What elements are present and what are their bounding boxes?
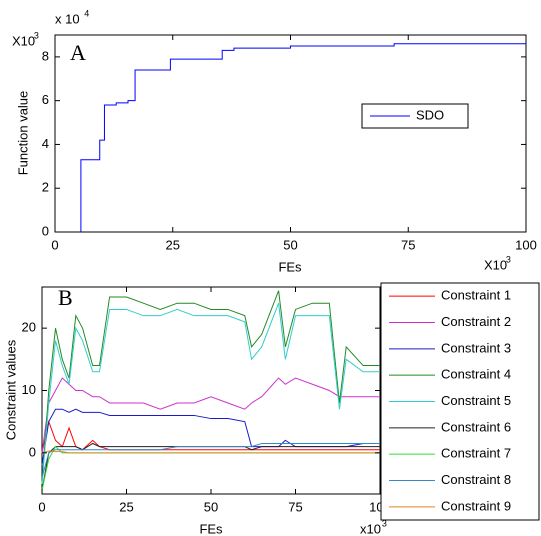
- y-tick-label: 10: [22, 382, 36, 397]
- series-line: [41, 303, 380, 485]
- x-axis-label: FEs: [278, 259, 302, 274]
- x-multiplier: x10: [360, 521, 381, 536]
- y-tick-label: 6: [42, 92, 49, 107]
- y-axis-label: Constraint values: [3, 339, 18, 440]
- legend-label: SDO: [416, 107, 444, 122]
- legend-label: Constraint 1: [441, 288, 511, 303]
- x-tick-label: 100: [515, 237, 537, 252]
- x-tick-label: 25: [166, 237, 180, 252]
- plot-area: [54, 34, 527, 233]
- legend-label: Constraint 2: [441, 314, 511, 329]
- x-tick-label: 50: [204, 499, 218, 514]
- x-multiplier-exponent: 3: [382, 518, 387, 528]
- legend-label: Constraint 9: [441, 498, 511, 513]
- plot-area: [41, 286, 381, 495]
- panel-label: A: [70, 40, 86, 65]
- x-axis-label: FEs: [199, 521, 223, 536]
- panel-label: B: [58, 285, 73, 310]
- y-tick-label: 4: [42, 136, 49, 151]
- series-line: [41, 450, 380, 454]
- y-axis-label: Function value: [15, 91, 30, 176]
- x-multiplier-exponent: 3: [506, 254, 511, 264]
- y-multiplier-exponent: 4: [84, 8, 89, 18]
- corner-multiplier: X10: [12, 33, 35, 48]
- corner-multiplier-exponent: 3: [34, 30, 39, 40]
- series-line: [41, 290, 380, 485]
- y-tick-label: 0: [42, 223, 49, 238]
- x-tick-label: 50: [283, 237, 297, 252]
- y-tick-label: 20: [22, 320, 36, 335]
- legend-label: Constraint 6: [441, 419, 511, 434]
- x-tick-label: 75: [401, 237, 415, 252]
- series-line: [41, 419, 380, 453]
- series-line: [41, 377, 380, 453]
- x-tick-label: 25: [119, 499, 133, 514]
- series-line: [80, 43, 526, 232]
- x-tick-label: 0: [38, 499, 45, 514]
- legend-label: Constraint 3: [441, 340, 511, 355]
- y-tick-label: 8: [42, 48, 49, 63]
- legend-label: Constraint 8: [441, 472, 511, 487]
- x-multiplier: X10: [484, 257, 507, 272]
- y-tick-label: 0: [29, 444, 36, 459]
- legend-label: Constraint 7: [441, 446, 511, 461]
- series-line: [41, 442, 380, 478]
- x-tick-label: 75: [288, 499, 302, 514]
- legend-label: Constraint 5: [441, 393, 511, 408]
- legend-label: Constraint 4: [441, 367, 511, 382]
- y-multiplier: x 10: [55, 11, 80, 26]
- x-tick-label: 0: [51, 237, 58, 252]
- y-tick-label: 2: [42, 180, 49, 195]
